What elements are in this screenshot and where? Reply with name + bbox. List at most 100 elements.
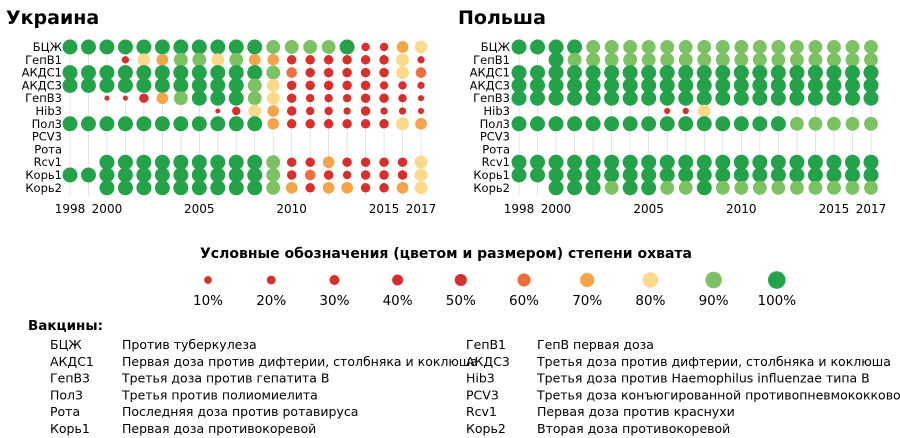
- coverage-dot: [398, 94, 407, 103]
- coverage-dot: [305, 119, 315, 129]
- coverage-dot: [604, 77, 620, 93]
- coverage-dot: [715, 65, 731, 81]
- coverage-dot: [396, 181, 409, 194]
- coverage-dot: [659, 154, 675, 170]
- legend-label: 30%: [319, 293, 349, 309]
- coverage-dot: [192, 52, 207, 67]
- coverage-dot: [360, 67, 371, 78]
- row-label: Рота: [482, 142, 510, 156]
- coverage-dot: [156, 53, 169, 66]
- coverage-dot: [733, 77, 749, 93]
- coverage-dot: [228, 90, 244, 106]
- coverage-dot: [808, 116, 823, 131]
- x-tick-label: 2005: [633, 202, 664, 216]
- coverage-dot: [678, 116, 694, 132]
- coverage-dot: [323, 170, 334, 180]
- row-label: АКДС1: [470, 66, 510, 80]
- coverage-dot: [826, 52, 841, 67]
- vaccine-desc: Третья доза против Haemophilus influenza…: [536, 371, 870, 386]
- coverage-dot: [678, 65, 694, 81]
- coverage-dot: [154, 116, 170, 132]
- coverage-dot: [136, 167, 152, 183]
- legend-dot: [705, 271, 722, 289]
- coverage-dot: [511, 116, 527, 132]
- vaccine-desc: Третья против полиомиелита: [121, 387, 318, 402]
- coverage-dot: [567, 39, 583, 55]
- coverage-dot: [789, 154, 805, 170]
- coverage-dot: [511, 39, 527, 55]
- coverage-dot: [228, 167, 244, 183]
- legend-dot: [266, 275, 276, 285]
- coverage-dot: [789, 116, 804, 131]
- coverage-dot: [623, 40, 638, 54]
- coverage-dot: [173, 154, 189, 170]
- coverage-dot: [286, 80, 297, 91]
- row-label: АКДС3: [470, 78, 510, 92]
- coverage-dot: [622, 167, 638, 183]
- coverage-dot: [305, 80, 315, 91]
- coverage-dot: [678, 180, 693, 195]
- coverage-dot: [585, 167, 601, 183]
- coverage-dot: [342, 170, 352, 180]
- x-tick-label: 1998: [55, 202, 86, 216]
- vaccines-heading: Вакцины:: [28, 318, 103, 334]
- coverage-dot: [156, 92, 169, 105]
- coverage-dot: [247, 91, 262, 106]
- coverage-dot: [228, 65, 244, 81]
- coverage-dot: [210, 77, 226, 93]
- coverage-dot: [807, 167, 823, 183]
- coverage-dot: [80, 39, 96, 55]
- legend: 10% 20% 30% 40% 50% 60% 70% 80% 90% 100%: [193, 271, 796, 309]
- coverage-dot: [622, 77, 638, 93]
- coverage-dot: [210, 39, 226, 55]
- legend-dot: [204, 276, 212, 284]
- coverage-dot: [191, 77, 207, 93]
- coverage-dot: [659, 90, 675, 106]
- coverage-dot: [530, 39, 546, 55]
- coverage-dot: [414, 168, 428, 182]
- coverage-dot: [62, 167, 78, 183]
- coverage-dot: [770, 90, 786, 106]
- coverage-dot: [530, 167, 546, 183]
- coverage-dot: [844, 154, 860, 170]
- coverage-dot: [379, 157, 389, 167]
- coverage-dot: [752, 116, 768, 132]
- coverage-dot: [154, 167, 170, 183]
- coverage-dot: [641, 40, 656, 54]
- chart-title-poland: Польша: [458, 7, 546, 29]
- coverage-dot: [697, 52, 712, 67]
- coverage-dot: [660, 180, 675, 195]
- coverage-dot: [342, 55, 352, 65]
- vaccine-abbr: Hib3: [466, 371, 495, 386]
- coverage-dot: [360, 93, 371, 103]
- coverage-dot: [678, 167, 694, 183]
- coverage-dot: [210, 65, 226, 81]
- coverage-dot: [248, 53, 261, 66]
- coverage-dot: [752, 180, 767, 195]
- coverage-dot: [360, 80, 371, 91]
- coverage-dot: [117, 77, 133, 93]
- coverage-dot: [789, 90, 805, 106]
- coverage-dot: [173, 65, 189, 81]
- legend-dot: [580, 272, 595, 288]
- coverage-dot: [641, 65, 657, 81]
- coverage-dot: [360, 119, 371, 129]
- coverage-dot: [248, 104, 262, 118]
- coverage-dot: [136, 39, 152, 55]
- coverage-dot: [548, 116, 564, 132]
- coverage-dot: [659, 65, 675, 81]
- coverage-dot: [734, 40, 749, 54]
- coverage-dot: [228, 116, 244, 132]
- coverage-dot: [398, 81, 407, 90]
- legend-dot: [642, 272, 659, 288]
- coverage-dot: [696, 154, 712, 170]
- coverage-dot: [664, 107, 671, 115]
- coverage-dot: [339, 39, 355, 55]
- vaccine-desc: Против туберкулеза: [122, 337, 257, 352]
- legend-label: 60%: [509, 293, 539, 309]
- coverage-dot: [228, 39, 244, 55]
- coverage-dot: [733, 90, 749, 106]
- coverage-dot: [752, 90, 768, 106]
- coverage-dot: [99, 65, 115, 81]
- coverage-dot: [734, 180, 749, 195]
